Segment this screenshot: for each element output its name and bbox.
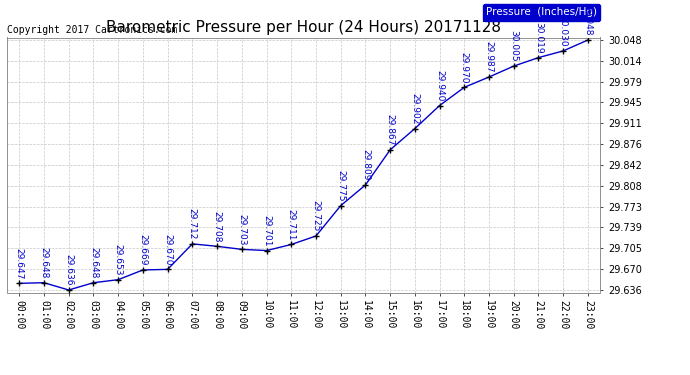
Pressure  (Inches/Hg) — [312, 234, 320, 238]
Text: 29.647: 29.647 — [14, 248, 23, 279]
Pressure  (Inches/Hg) — [485, 75, 493, 79]
Pressure  (Inches/Hg) — [188, 242, 197, 246]
Pressure  (Inches/Hg) — [435, 103, 444, 108]
Text: 29.867: 29.867 — [386, 114, 395, 146]
Text: 30.030: 30.030 — [559, 15, 568, 47]
Pressure  (Inches/Hg) — [337, 203, 345, 208]
Pressure  (Inches/Hg) — [139, 268, 147, 272]
Pressure  (Inches/Hg) — [114, 278, 122, 282]
Pressure  (Inches/Hg) — [510, 64, 518, 68]
Text: 29.701: 29.701 — [262, 215, 271, 246]
Legend: Pressure  (Inches/Hg): Pressure (Inches/Hg) — [483, 4, 600, 21]
Text: 29.703: 29.703 — [237, 214, 246, 245]
Text: 29.809: 29.809 — [361, 149, 370, 181]
Text: 29.725: 29.725 — [311, 201, 320, 232]
Text: 29.940: 29.940 — [435, 70, 444, 101]
Text: 29.653: 29.653 — [114, 244, 123, 276]
Text: 29.712: 29.712 — [188, 209, 197, 240]
Text: 29.669: 29.669 — [139, 234, 148, 266]
Text: 29.970: 29.970 — [460, 52, 469, 83]
Text: 29.636: 29.636 — [64, 254, 73, 286]
Text: 29.775: 29.775 — [336, 170, 345, 201]
Pressure  (Inches/Hg) — [164, 267, 172, 272]
Pressure  (Inches/Hg) — [362, 183, 370, 187]
Text: 29.648: 29.648 — [39, 247, 48, 279]
Pressure  (Inches/Hg) — [386, 148, 394, 152]
Line: Pressure  (Inches/Hg): Pressure (Inches/Hg) — [16, 36, 591, 294]
Text: 29.711: 29.711 — [287, 209, 296, 240]
Pressure  (Inches/Hg) — [237, 247, 246, 252]
Pressure  (Inches/Hg) — [411, 126, 419, 131]
Pressure  (Inches/Hg) — [65, 288, 73, 292]
Pressure  (Inches/Hg) — [460, 85, 469, 90]
Pressure  (Inches/Hg) — [15, 281, 23, 286]
Title: Barometric Pressure per Hour (24 Hours) 20171128: Barometric Pressure per Hour (24 Hours) … — [106, 20, 501, 35]
Text: 30.048: 30.048 — [584, 4, 593, 36]
Pressure  (Inches/Hg) — [287, 242, 295, 247]
Text: 30.005: 30.005 — [509, 30, 518, 62]
Pressure  (Inches/Hg) — [89, 280, 97, 285]
Pressure  (Inches/Hg) — [40, 280, 48, 285]
Pressure  (Inches/Hg) — [559, 49, 567, 53]
Pressure  (Inches/Hg) — [534, 56, 542, 60]
Text: 29.670: 29.670 — [163, 234, 172, 265]
Pressure  (Inches/Hg) — [262, 248, 270, 253]
Text: 29.648: 29.648 — [89, 247, 98, 279]
Text: 29.902: 29.902 — [411, 93, 420, 124]
Text: 29.708: 29.708 — [213, 211, 221, 242]
Pressure  (Inches/Hg) — [584, 38, 592, 42]
Pressure  (Inches/Hg) — [213, 244, 221, 249]
Text: 30.019: 30.019 — [534, 22, 543, 53]
Text: 29.987: 29.987 — [484, 41, 493, 73]
Text: Copyright 2017 Cartronics.com: Copyright 2017 Cartronics.com — [7, 25, 177, 35]
